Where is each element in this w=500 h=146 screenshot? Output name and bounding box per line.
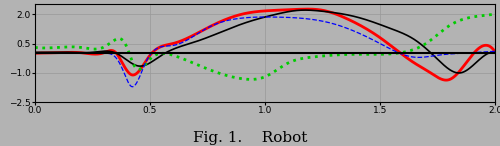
Text: Fig. 1.    Robot: Fig. 1. Robot (193, 131, 307, 145)
